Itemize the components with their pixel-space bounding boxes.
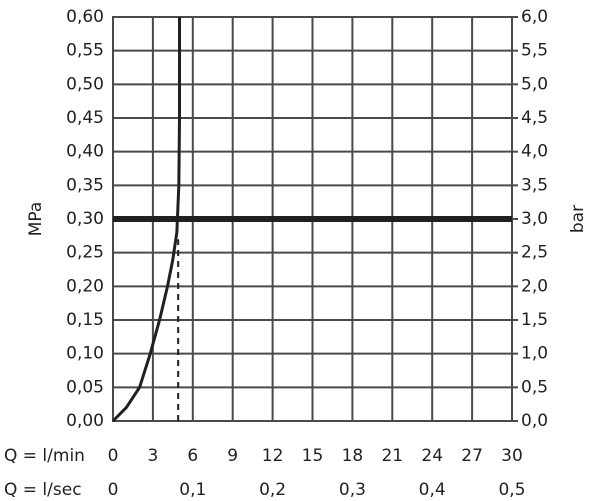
x2-tick-label: 0,4 [419,480,446,500]
y2-tick-label: 0,5 [521,377,548,397]
y2-axis-label: bar [568,205,588,233]
x2-tick-label: 0,5 [498,480,525,500]
x-tick-label: 6 [187,446,198,466]
x-tick-label: 9 [227,446,238,466]
y2-tick-label: 5,5 [521,41,548,61]
x-tick-label: 18 [342,446,364,466]
x2-tick-label: 0,1 [179,480,206,500]
x-tick-label: 3 [147,446,158,466]
x-tick-label: 0 [108,446,119,466]
x2-tick-label: 0,3 [339,480,366,500]
y-tick-label: 0,35 [66,175,104,195]
x2-tick-label: 0,2 [259,480,286,500]
x-tick-label: 30 [501,446,523,466]
data-line [111,17,181,423]
y2-tick-label: 6,0 [521,7,548,27]
y-tick-label: 0,40 [66,142,104,162]
x-tick-label: 21 [381,446,403,466]
y-tick-label: 0,45 [66,108,104,128]
y2-tick-label: 5,0 [521,74,548,94]
y-tick-label: 0,30 [66,209,104,229]
y2-tick-label: 2,5 [521,243,548,263]
y-tick-label: 0,50 [66,74,104,94]
x-tick-label: 12 [262,446,284,466]
y2-tick-label: 0,0 [521,411,548,431]
y-tick-label: 0,10 [66,344,104,364]
x2-tick-label: 0 [108,480,119,500]
y2-tick-label: 1,5 [521,310,548,330]
y-tick-label: 0,00 [66,411,104,431]
y-tick-label: 0,55 [66,41,104,61]
y2-tick-label: 2,0 [521,276,548,296]
y2-tick-label: 3,0 [521,209,548,229]
y-tick-label: 0,20 [66,276,104,296]
x-tick-label: 27 [461,446,483,466]
y2-tick-label: 4,0 [521,142,548,162]
y2-tick-label: 4,5 [521,108,548,128]
y2-tick-label: 1,0 [521,344,548,364]
x-axis-label: Q = l/min [4,446,85,466]
y-tick-label: 0,25 [66,243,104,263]
x-tick-label: 24 [421,446,443,466]
y2-tick-label: 3,5 [521,175,548,195]
y-tick-label: 0,60 [66,7,104,27]
y-tick-label: 0,05 [66,377,104,397]
y-tick-label: 0,15 [66,310,104,330]
x-tick-label: 15 [302,446,324,466]
x2-axis-label: Q = l/sec [4,480,82,500]
y-axis-label: MPa [26,202,46,237]
